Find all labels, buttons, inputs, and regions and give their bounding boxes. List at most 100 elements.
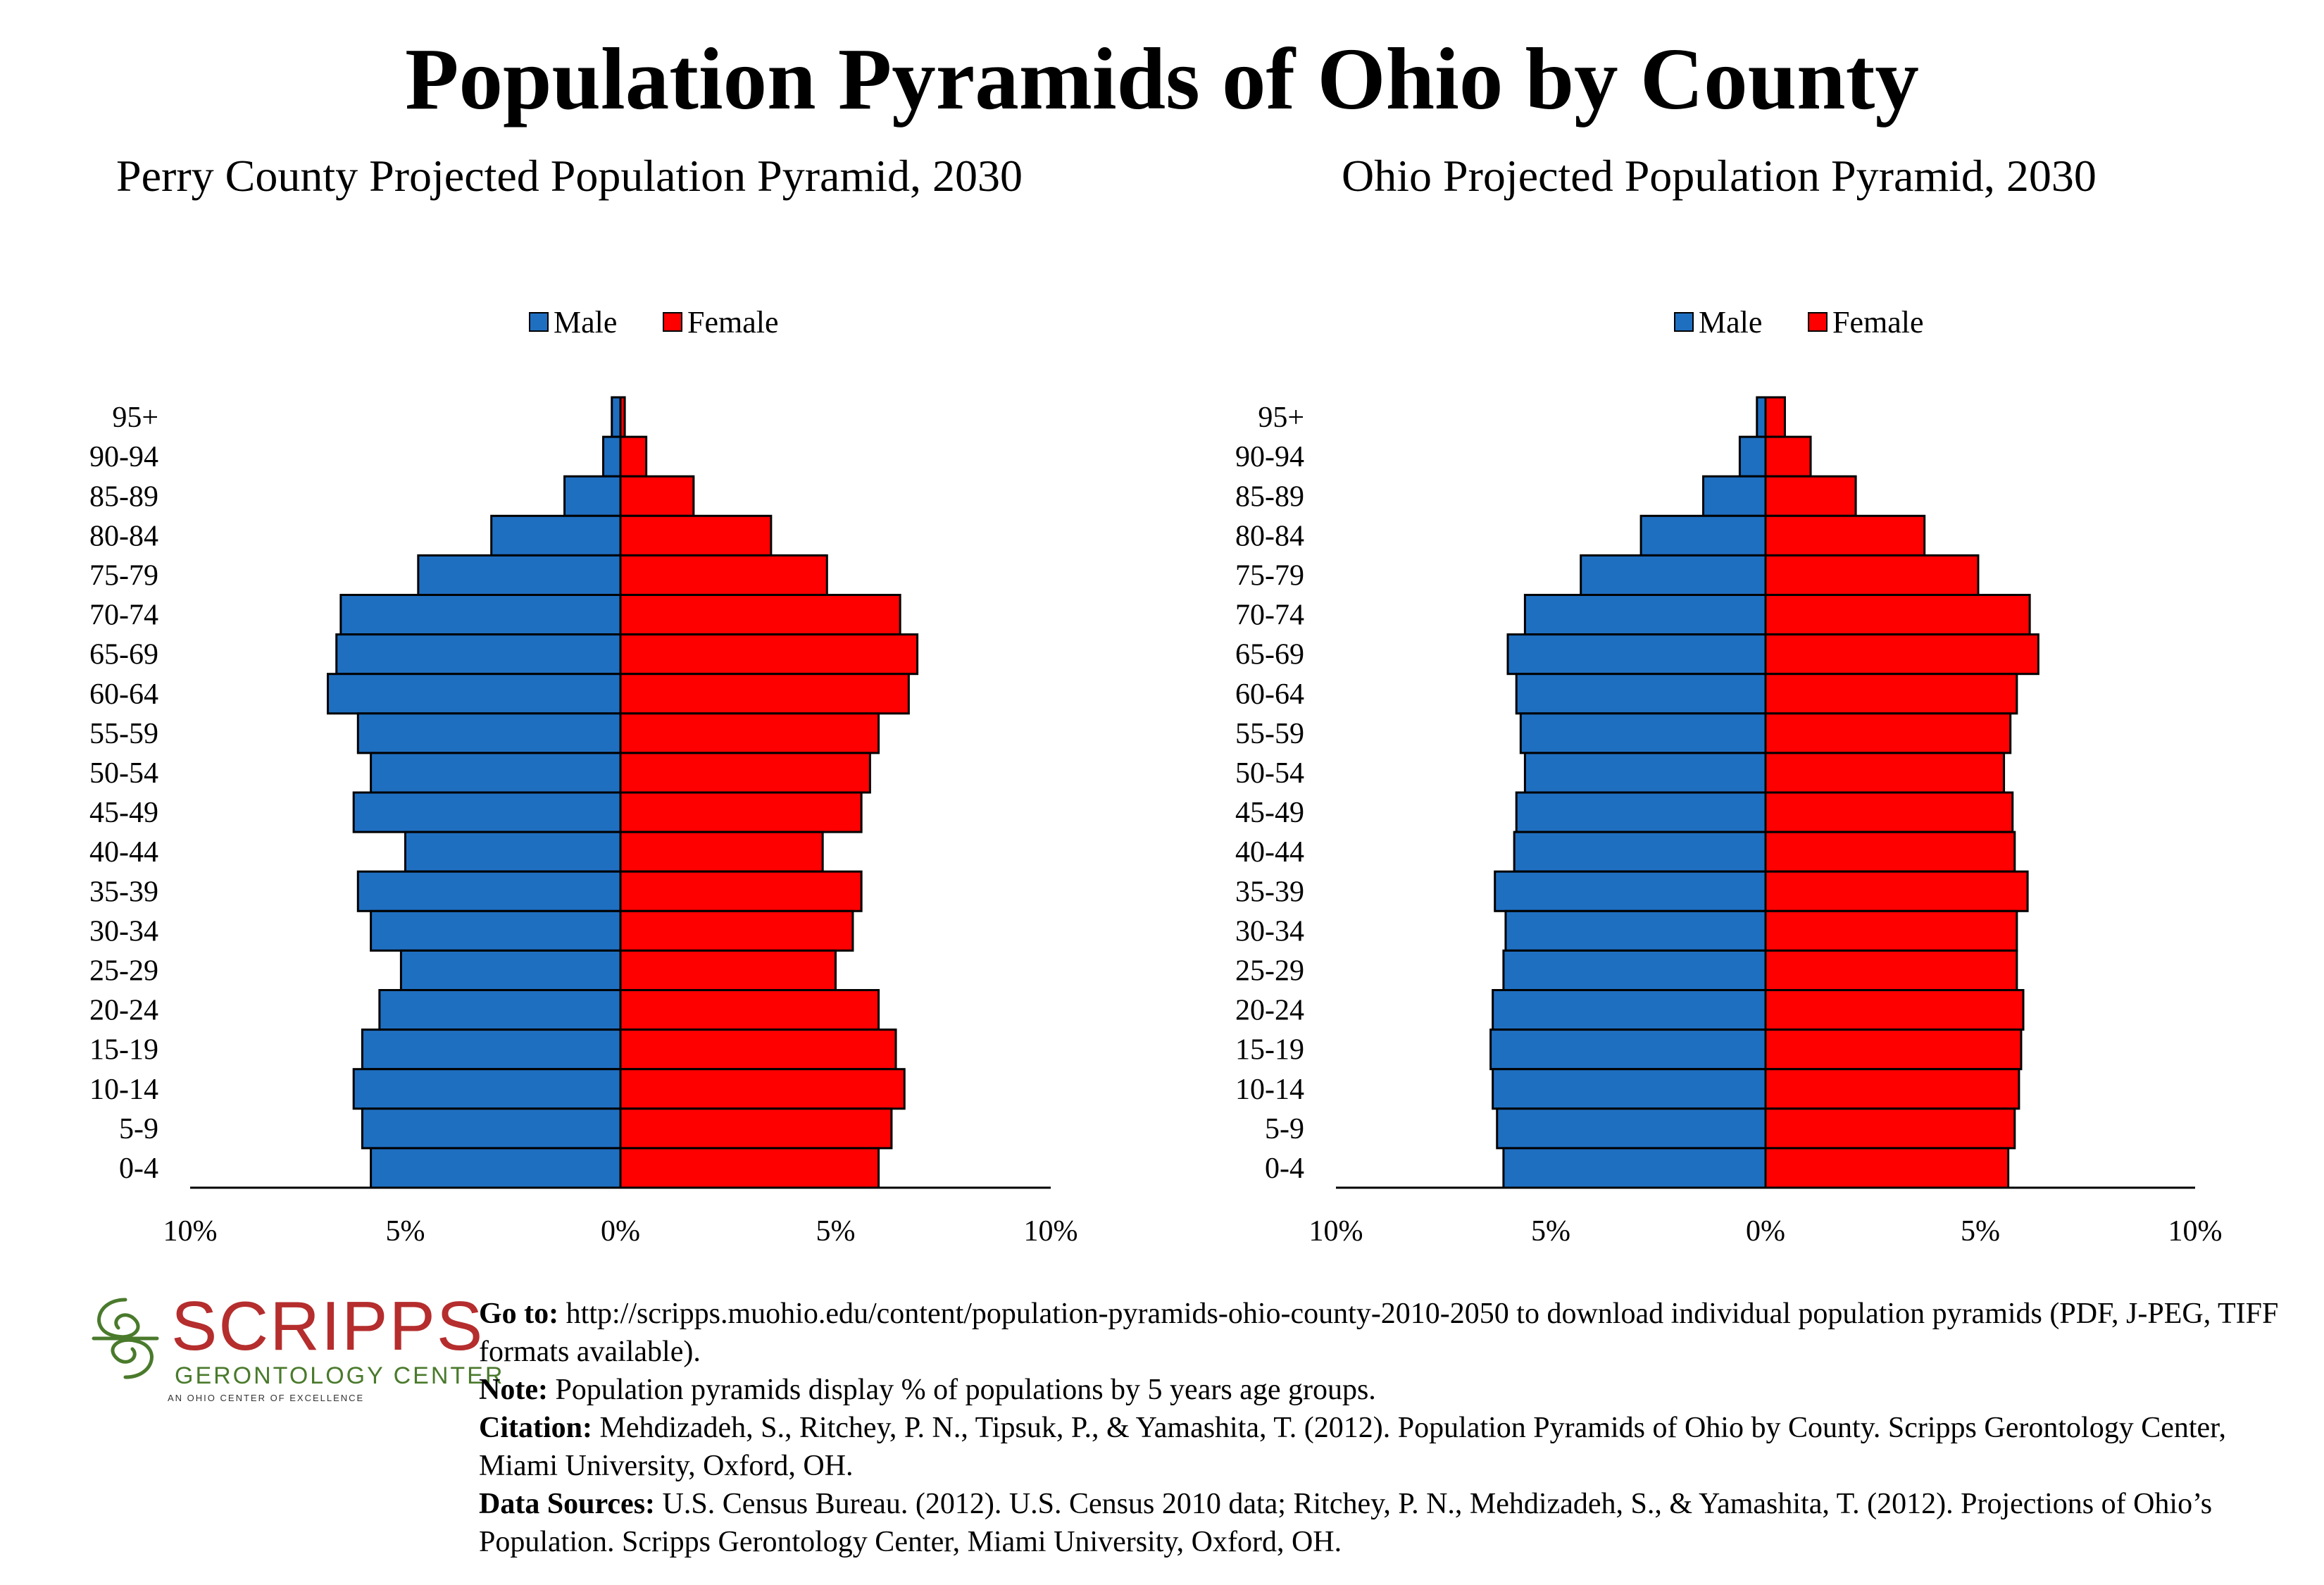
perry-age-label: 0-4 (119, 1152, 158, 1185)
ohio-male-bar (1496, 1107, 1767, 1150)
ohio-age-label: 85-89 (1235, 480, 1304, 513)
note-text: Population pyramids display % of populat… (547, 1374, 1376, 1406)
perry-x-tick-label: 0% (601, 1215, 640, 1248)
ohio-male-bar (1515, 673, 1767, 715)
perry-female-bar (619, 1028, 897, 1071)
perry-age-label: 10-14 (89, 1074, 158, 1106)
perry-age-label: 40-44 (89, 836, 158, 869)
ohio-female-bar (1764, 949, 2018, 992)
perry-x-tick-label: 10% (1024, 1215, 1078, 1248)
footer-citation: Citation: Mehdizadeh, S., Ritchey, P. N.… (479, 1409, 2310, 1485)
perry-male-bar (356, 712, 622, 754)
ohio-x-tick-label: 10% (2168, 1215, 2223, 1248)
ohio-age-label: 40-44 (1235, 836, 1304, 869)
ohio-male-bar (1580, 554, 1767, 597)
ohio-legend-male-label: Male (1699, 305, 1762, 340)
ohio-male-bar (1489, 1028, 1767, 1071)
ohio-age-label: 20-24 (1235, 995, 1304, 1027)
ohio-age-label: 25-29 (1235, 955, 1304, 987)
perry-chart-title: Perry County Projected Population Pyrami… (116, 151, 1023, 201)
perry-age-label: 80-84 (89, 520, 158, 552)
perry-female-bar (619, 1068, 906, 1110)
perry-female-bar (619, 1147, 880, 1189)
ohio-age-label: 75-79 (1235, 559, 1304, 592)
footer-goto: Go to: http://scripps.muohio.edu/content… (479, 1295, 2310, 1371)
ohio-male-bar (1523, 752, 1767, 794)
ohio-age-label: 15-19 (1235, 1034, 1304, 1067)
footer-note: Note: Population pyramids display % of p… (479, 1371, 2310, 1409)
scripps-logo: SCRIPPS GERONTOLOGY CENTER AN OHIO CENTE… (83, 1286, 502, 1412)
perry-age-label: 50-54 (89, 757, 158, 790)
sources-label: Data Sources: (479, 1488, 656, 1520)
ohio-age-label: 95+ (1258, 402, 1304, 434)
perry-legend-female-swatch (663, 312, 682, 332)
perry-female-bar (619, 673, 910, 715)
perry-age-label: 70-74 (89, 599, 158, 632)
ohio-age-label: 35-39 (1235, 876, 1304, 908)
ohio-female-bar (1764, 435, 1812, 478)
perry-female-bar (619, 791, 863, 833)
ohio-male-bar (1513, 831, 1767, 873)
perry-female-bar (619, 870, 863, 912)
perry-female-bar (619, 989, 880, 1031)
perry-female-bar (619, 435, 648, 478)
perry-x-tick-label: 5% (816, 1215, 856, 1248)
ohio-age-label: 10-14 (1235, 1074, 1304, 1106)
ohio-female-bar (1764, 396, 1786, 438)
ohio-age-label: 55-59 (1235, 718, 1304, 750)
ohio-female-bar (1764, 594, 2031, 636)
perry-age-label: 90-94 (89, 441, 158, 473)
ohio-female-bar (1764, 673, 2018, 715)
ohio-female-bar (1764, 475, 1857, 517)
perry-male-bar (370, 1147, 622, 1189)
logo-wordmark: SCRIPPS (171, 1287, 485, 1365)
ohio-male-bar (1515, 791, 1767, 833)
ohio-female-bar (1764, 633, 2039, 676)
perry-legend-male-swatch (529, 312, 549, 332)
perry-age-label: 5-9 (119, 1113, 158, 1145)
perry-age-label: 95+ (112, 402, 158, 434)
goto-label: Go to: (479, 1298, 559, 1330)
perry-male-bar (352, 1068, 622, 1110)
note-label: Note: (479, 1374, 548, 1406)
citation-label: Citation: (479, 1412, 592, 1444)
ohio-x-tick-label: 10% (1309, 1215, 1363, 1248)
perry-female-bar (619, 514, 773, 557)
ohio-age-label: 30-34 (1235, 915, 1304, 947)
ohio-male-bar (1756, 396, 1767, 438)
perry-female-bar (619, 712, 880, 754)
ohio-male-bar (1639, 514, 1767, 557)
ohio-male-bar (1494, 870, 1767, 912)
ohio-female-bar (1764, 870, 2029, 912)
perry-age-label: 65-69 (89, 639, 158, 671)
ohio-male-bar (1506, 633, 1767, 676)
ohio-age-label: 70-74 (1235, 599, 1304, 632)
perry-age-label: 15-19 (89, 1034, 158, 1067)
perry-male-bar (417, 554, 622, 597)
ohio-female-bar (1764, 712, 2012, 754)
perry-female-bar (619, 475, 695, 517)
ohio-male-bar (1502, 1147, 1767, 1189)
perry-age-label: 35-39 (89, 876, 158, 908)
ohio-male-bar (1523, 594, 1767, 636)
ohio-legend-female-label: Female (1832, 305, 1924, 340)
ohio-male-bar (1738, 435, 1767, 478)
ohio-female-bar (1764, 514, 1926, 557)
perry-age-label: 85-89 (89, 480, 158, 513)
logo-tagline: AN OHIO CENTER OF EXCELLENCE (168, 1393, 365, 1403)
ohio-age-label: 0-4 (1265, 1152, 1304, 1185)
ohio-male-bar (1504, 909, 1767, 952)
ohio-male-bar (1492, 1068, 1767, 1110)
perry-age-label: 55-59 (89, 718, 158, 750)
ohio-female-bar (1764, 1028, 2023, 1071)
ohio-age-label: 80-84 (1235, 520, 1304, 552)
footer-notes: Go to: http://scripps.muohio.edu/content… (479, 1295, 2310, 1561)
ohio-legend-female-swatch (1808, 312, 1828, 332)
ohio-legend-male-swatch (1674, 312, 1694, 332)
perry-male-bar (490, 514, 622, 557)
ohio-age-label: 5-9 (1265, 1113, 1304, 1145)
ohio-male-bar (1519, 712, 1767, 754)
ohio-x-tick-label: 5% (1531, 1215, 1570, 1248)
perry-legend-female-label: Female (687, 305, 779, 340)
